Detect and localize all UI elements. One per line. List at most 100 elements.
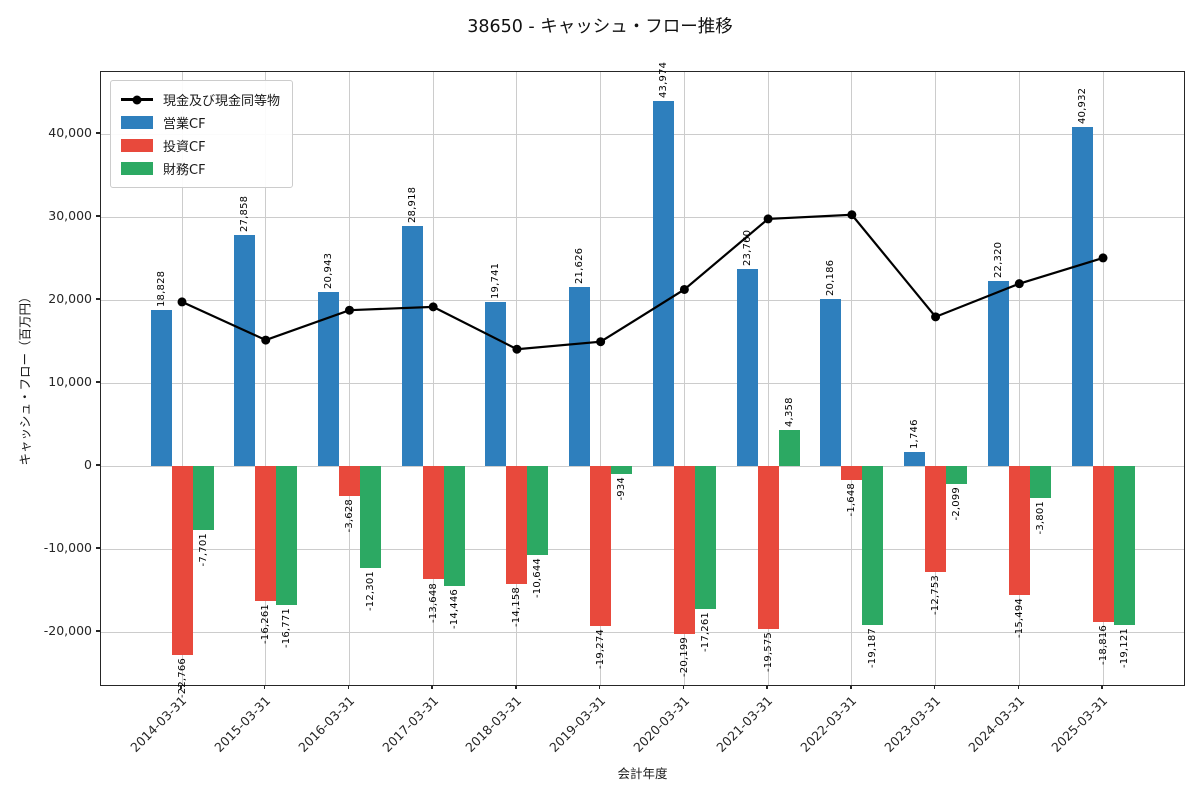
bar-value-label: -19,121 [1118, 627, 1130, 668]
bar-investing-cf-2018-03-31 [506, 466, 528, 584]
legend-swatch [121, 162, 153, 175]
y-gridline [101, 133, 1184, 135]
bar-operating-cf-2014-03-31 [150, 309, 172, 467]
bar-investing-cf-2017-03-31 [422, 466, 444, 580]
x-tick-mark [766, 685, 768, 689]
legend-line [121, 95, 153, 104]
legend-item: 現金及び現金同等物 [121, 88, 280, 111]
bar-value-label: -3,628 [343, 499, 355, 533]
y-gridline [101, 631, 1184, 633]
bar-value-label: -19,187 [867, 628, 879, 669]
x-gridline [1018, 72, 1020, 685]
x-tick-mark [347, 685, 350, 689]
x-tick-mark [515, 685, 517, 689]
x-tick-mark [598, 685, 601, 689]
legend-color-swatch [121, 116, 153, 129]
x-tick-label-text: 2021-03-31 [713, 693, 776, 755]
bar-investing-cf-2025-03-31 [1092, 466, 1114, 623]
bar-value-label: -19,274 [595, 629, 607, 670]
x-tick-mark [1101, 685, 1103, 689]
legend: 現金及び現金同等物営業CF 投資CF 財務CF [110, 80, 294, 188]
bar-value-label: -14,158 [511, 586, 523, 627]
bar-value-label: -16,261 [260, 604, 272, 645]
y-tick-label: -20,000 [43, 623, 92, 639]
legend-dot [132, 95, 142, 104]
bar-operating-cf-2023-03-31 [904, 451, 926, 467]
x-tick-mark [682, 685, 685, 689]
legend-label: 現金及び現金同等物 [163, 94, 281, 109]
bar-value-label: 28,918 [406, 187, 418, 224]
legend-item: 営業CF [121, 111, 280, 134]
bar-value-label: -20,199 [678, 636, 690, 677]
legend-item: 投資CF [121, 134, 280, 157]
bar-value-label: 23,760 [741, 229, 753, 267]
bar-value-label: -19,575 [762, 631, 774, 672]
bar-financing-cf-2015-03-31 [276, 466, 298, 606]
x-gridline [600, 72, 602, 685]
y-tick-label: 40,000 [48, 125, 92, 141]
bar-financing-cf-2022-03-31 [862, 466, 884, 626]
x-gridline [1102, 72, 1104, 685]
bar-value-label: -10,644 [532, 557, 544, 598]
x-gridline [935, 72, 937, 685]
y-tick-mark [96, 381, 100, 383]
legend-color-swatch [121, 139, 153, 152]
bar-value-label: 20,943 [322, 253, 334, 290]
y-gridline [101, 548, 1184, 550]
x-tick-label-text: 2015-03-31 [211, 693, 274, 755]
bar-investing-cf-2020-03-31 [673, 466, 695, 634]
x-gridline [348, 72, 350, 685]
x-tick-label-text: 2023-03-31 [881, 693, 944, 755]
bar-investing-cf-2022-03-31 [841, 466, 863, 480]
legend-label: 財務CF [163, 163, 206, 178]
y-tick-label: 20,000 [48, 291, 92, 307]
legend-color-swatch [121, 162, 153, 175]
y-tick-mark [96, 298, 100, 300]
bar-value-label: 21,626 [574, 247, 586, 284]
bar-financing-cf-2016-03-31 [359, 466, 381, 569]
y-tick-mark [96, 547, 100, 549]
bar-value-label: -18,816 [1097, 625, 1109, 666]
bar-value-label: -22,766 [176, 658, 188, 699]
x-gridline [516, 72, 518, 685]
x-tick-mark [850, 685, 852, 689]
y-tick-label: -10,000 [43, 540, 92, 556]
bar-value-label: -12,753 [930, 575, 942, 616]
bar-investing-cf-2016-03-31 [338, 466, 360, 497]
x-gridline [265, 72, 267, 685]
bar-financing-cf-2021-03-31 [778, 430, 800, 467]
bar-value-label: -7,701 [197, 533, 209, 567]
bar-value-label: 1,746 [909, 419, 921, 449]
bar-value-label: -12,301 [364, 571, 376, 612]
bar-value-label: -15,494 [1013, 597, 1025, 638]
bar-financing-cf-2014-03-31 [192, 466, 214, 531]
x-tick-label-text: 2018-03-31 [462, 693, 525, 755]
legend-swatch [121, 116, 153, 129]
legend-swatch [121, 139, 153, 152]
bar-value-label: 43,974 [657, 62, 669, 99]
x-tick-mark [263, 685, 266, 689]
y-tick-mark [96, 132, 100, 134]
x-tick-label-text: 2024-03-31 [964, 693, 1027, 755]
x-gridline [181, 72, 183, 685]
x-tick-label-text: 2020-03-31 [629, 693, 692, 755]
x-axis-label: 会計年度 [617, 766, 668, 781]
bar-value-label: -1,648 [846, 482, 858, 517]
bar-investing-cf-2015-03-31 [255, 466, 277, 602]
bar-value-label: 19,741 [490, 263, 502, 300]
bar-financing-cf-2023-03-31 [946, 466, 968, 484]
bar-value-label: -16,771 [281, 608, 293, 649]
x-gridline [767, 72, 769, 685]
legend-item: 財務CF [121, 157, 280, 180]
x-tick-mark [431, 685, 433, 689]
bar-value-label: 4,358 [783, 397, 795, 428]
bar-value-label: -14,446 [448, 589, 460, 630]
bar-value-label: -934 [616, 476, 628, 501]
bar-value-label: -13,648 [427, 582, 439, 623]
x-tick-mark [933, 685, 936, 689]
bar-financing-cf-2018-03-31 [527, 466, 549, 555]
bar-investing-cf-2024-03-31 [1008, 466, 1030, 595]
y-tick-label: 10,000 [48, 374, 92, 390]
x-tick-label-text: 2022-03-31 [797, 693, 860, 755]
